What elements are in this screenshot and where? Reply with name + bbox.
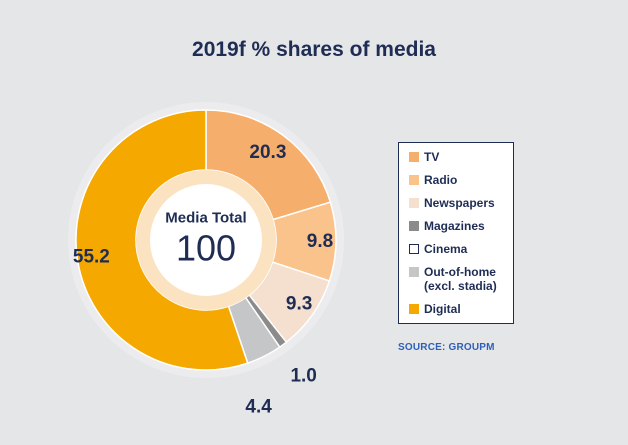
source-note: SOURCE: GROUPM xyxy=(398,342,495,353)
data-label-tv: 20.3 xyxy=(249,142,286,163)
legend-swatch xyxy=(409,304,419,314)
legend-label: Newspapers xyxy=(424,196,495,210)
data-label-radio: 9.8 xyxy=(307,231,333,252)
source-prefix: SOURCE: xyxy=(398,342,449,353)
legend-label: Radio xyxy=(424,173,458,187)
legend-swatch xyxy=(409,267,419,277)
legend-item-magazines: Magazines xyxy=(409,219,513,233)
data-label-magazines: 1.0 xyxy=(290,365,316,386)
legend-label: Digital xyxy=(424,302,461,316)
center-value: 100 xyxy=(176,228,236,269)
source-name: GROUPM xyxy=(448,342,495,353)
center-label: Media Total xyxy=(165,210,246,227)
legend-label: Magazines xyxy=(424,219,485,233)
data-label-digital: 55.2 xyxy=(73,246,110,267)
legend-item-digital: Digital xyxy=(409,302,513,316)
legend-swatch xyxy=(409,244,419,254)
legend-swatch xyxy=(409,221,419,231)
legend-label: Cinema xyxy=(424,242,468,256)
legend-swatch xyxy=(409,198,419,208)
legend-item-out-of-home-excl-stadia: Out-of-home (excl. stadia) xyxy=(409,265,513,293)
legend-item-cinema: Cinema xyxy=(409,242,513,256)
data-label-newspapers: 9.3 xyxy=(286,293,312,314)
chart-title: 2019f % shares of media xyxy=(192,38,436,61)
legend-label: TV xyxy=(424,150,440,164)
data-label-out-of-home-excl-stadia: 4.4 xyxy=(245,396,272,417)
legend: TV Radio Newspapers Magazines Cinema Out-of-h… xyxy=(398,142,514,324)
legend-swatch xyxy=(409,152,419,162)
legend-item-radio: Radio xyxy=(409,173,513,187)
legend-item-newspapers: Newspapers xyxy=(409,196,513,210)
legend-swatch xyxy=(409,175,419,185)
legend-label: Out-of-home (excl. stadia) xyxy=(424,265,497,293)
legend-item-tv: TV xyxy=(409,150,513,164)
center-circle xyxy=(150,184,262,296)
